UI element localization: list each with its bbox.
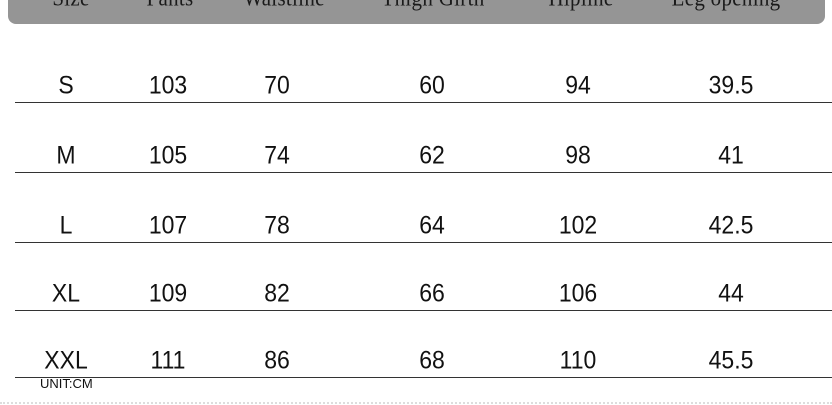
cell-thigh-girth: 60	[419, 70, 445, 99]
cell-size: S	[58, 70, 74, 99]
header-hipline: Hipline	[548, 0, 613, 12]
cell-thigh-girth: 66	[419, 278, 445, 307]
table-row: XXL 111 86 68 110 45.5	[0, 338, 832, 378]
header-size: Size	[52, 0, 89, 12]
cell-pants: 107	[148, 210, 188, 239]
cell-hipline: 106	[558, 278, 598, 307]
table-row: M 105 74 62 98 41	[0, 133, 832, 173]
cell-leg-opening: 42.5	[708, 210, 754, 239]
header-pants: Pants	[146, 0, 193, 12]
header-thigh-girth: Thigh Girth	[381, 0, 484, 12]
cell-hipline: 110	[559, 345, 597, 374]
cell-thigh-girth: 68	[419, 345, 445, 374]
cell-size: XXL	[44, 345, 88, 374]
cell-waistline: 74	[264, 140, 290, 169]
table-row: S 103 70 60 94 39.5	[0, 63, 832, 103]
table-row: XL 109 82 66 106 44	[0, 271, 832, 311]
row-rule	[15, 171, 832, 173]
row-rule	[15, 309, 832, 311]
cell-waistline: 86	[264, 345, 290, 374]
cell-size: L	[59, 210, 73, 239]
row-rule	[15, 101, 832, 103]
unit-label: UNIT:CM	[40, 376, 93, 391]
cell-waistline: 82	[264, 278, 290, 307]
cell-hipline: 94	[565, 70, 591, 99]
cell-leg-opening: 45.5	[708, 345, 754, 374]
row-rule	[15, 241, 832, 243]
cell-pants: 111	[150, 345, 186, 374]
cell-waistline: 78	[264, 210, 290, 239]
cell-pants: 103	[148, 70, 188, 99]
cell-leg-opening: 39.5	[708, 70, 754, 99]
cell-pants: 105	[148, 140, 188, 169]
cell-pants: 109	[148, 278, 188, 307]
cell-hipline: 98	[565, 140, 591, 169]
cell-thigh-girth: 64	[419, 210, 445, 239]
row-rule	[15, 376, 832, 378]
cell-hipline: 102	[558, 210, 598, 239]
cell-size: M	[56, 140, 76, 169]
table-row: L 107 78 64 102 42.5	[0, 203, 832, 243]
header-waistline: Waistline	[243, 0, 325, 12]
cell-waistline: 70	[264, 70, 290, 99]
cell-leg-opening: 41	[718, 140, 744, 169]
cell-thigh-girth: 62	[419, 140, 445, 169]
cell-leg-opening: 44	[718, 278, 744, 307]
bottom-divider	[0, 402, 832, 404]
table-header: Size Pants Waistline Thigh Girth Hipline…	[8, 0, 825, 24]
cell-size: XL	[51, 278, 81, 307]
header-leg-opening: Leg opening	[672, 0, 781, 12]
